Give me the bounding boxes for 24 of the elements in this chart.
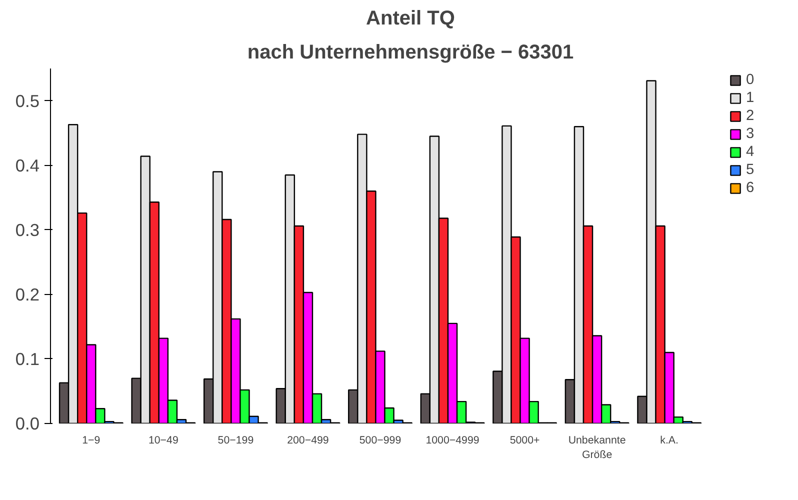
x-tick-label: 1000−4999	[426, 434, 480, 446]
x-tick-label: 5000+	[510, 434, 540, 446]
y-tick-label: 0.0	[15, 414, 40, 434]
x-tick-label: k.A.	[660, 434, 678, 446]
legend-label: 6	[746, 180, 756, 196]
x-tick-label: 200−499	[287, 434, 329, 446]
x-tick-label: Unbekannte Größe	[568, 434, 626, 461]
legend-label: 5	[746, 162, 756, 178]
x-tick-label: 50−199	[218, 434, 254, 446]
legend-label: 3	[746, 126, 756, 142]
x-tick-label: 500−999	[359, 434, 402, 446]
x-tick-label: 10−49	[148, 434, 178, 446]
y-tick-label: 0.2	[15, 284, 40, 304]
legend-label: 1	[746, 90, 756, 106]
legend-label: 2	[746, 108, 756, 124]
legend-label: 4	[746, 144, 756, 160]
y-tick-label: 0.4	[15, 155, 40, 176]
chart-subtitle: nach Unternehmensgröße − 63301	[247, 42, 574, 64]
y-tick-label: 0.1	[15, 348, 40, 369]
chart-title: Anteil TQ	[366, 8, 455, 30]
legend-label: 0	[746, 72, 756, 88]
y-tick-label: 0.3	[15, 220, 40, 240]
x-tick-label: 1−9	[82, 434, 100, 446]
y-tick-label: 0.5	[15, 90, 40, 111]
